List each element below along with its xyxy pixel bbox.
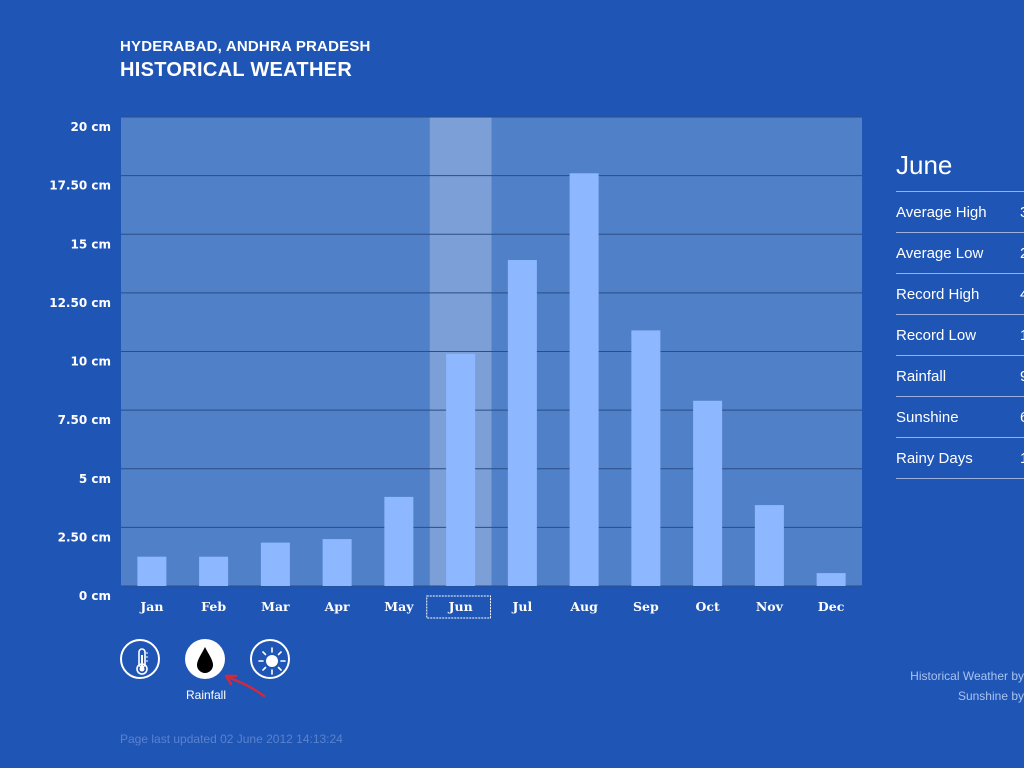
bar-jun[interactable] <box>446 353 476 586</box>
bar-nov[interactable] <box>754 505 784 586</box>
month-details-panel: June Average High 3 Average Low 2 Record Hig… <box>896 150 1024 479</box>
annotation-arrow <box>224 674 266 698</box>
detail-row: Average Low 2 <box>896 232 1024 273</box>
detail-value: 6 <box>1020 409 1024 426</box>
detail-value: 1 <box>1020 327 1024 344</box>
bar-sep[interactable] <box>631 330 661 586</box>
x-tick-oct[interactable]: Oct <box>695 599 719 614</box>
rainfall-chart: 0 cm 2.50 cm 5 cm 7.50 cm 10 cm 12.50 cm 15 cm… <box>49 116 862 619</box>
bar-feb[interactable] <box>199 556 229 586</box>
detail-row: Record Low 1 <box>896 314 1024 355</box>
bar-apr[interactable] <box>322 539 352 586</box>
last-updated-text: Page last updated 02 June 2012 14:13:24 <box>120 732 343 746</box>
x-tick-sep[interactable]: Sep <box>633 599 659 614</box>
details-month-title: June <box>896 150 953 180</box>
detail-value: 3 <box>1020 204 1024 221</box>
y-tick-label: 2.50 cm <box>58 530 111 544</box>
sun-icon <box>258 647 286 675</box>
raindrop-icon <box>197 647 213 673</box>
page-title: HISTORICAL WEATHER <box>120 59 353 81</box>
detail-value: 4 <box>1020 286 1024 303</box>
location-label: HYDERABAD, ANDHRA PRADESH <box>120 38 371 55</box>
y-tick-label: 17.50 cm <box>49 179 111 193</box>
x-tick-may[interactable]: May <box>384 599 414 614</box>
x-tick-jan[interactable]: Jan <box>139 599 163 614</box>
detail-value: 2 <box>1020 245 1024 262</box>
bar-jul[interactable] <box>507 260 537 586</box>
detail-label: Average High <box>896 203 987 221</box>
x-tick-mar[interactable]: Mar <box>261 599 290 614</box>
y-tick-label: 10 cm <box>71 355 112 369</box>
detail-row: Average High 3 <box>896 191 1024 232</box>
y-tick-label: 5 cm <box>79 472 111 486</box>
detail-label: Record Low <box>896 326 977 344</box>
detail-label: Rainy Days <box>896 449 973 467</box>
y-tick-label: 7.50 cm <box>58 413 111 427</box>
x-tick-jun[interactable]: Jun <box>448 599 473 614</box>
credits-line-sunshine: Sunshine by <box>957 689 1024 703</box>
thermometer-icon <box>136 648 148 675</box>
x-tick-jul[interactable]: Jul <box>511 599 532 614</box>
detail-value: 1 <box>1020 450 1024 467</box>
y-tick-label: 12.50 cm <box>49 296 111 310</box>
y-tick-label: 20 cm <box>71 120 112 134</box>
bar-may[interactable] <box>384 496 414 586</box>
bar-aug[interactable] <box>569 173 599 586</box>
detail-label: Average Low <box>896 244 984 262</box>
selected-month-focus <box>426 595 491 619</box>
x-tick-aug[interactable]: Aug <box>569 599 598 614</box>
detail-label: Sunshine <box>896 408 959 426</box>
rainfall-button-label: Rainfall <box>185 688 227 702</box>
sunshine-button[interactable] <box>250 639 290 679</box>
bar-dec[interactable] <box>816 573 846 586</box>
x-tick-apr[interactable]: Apr <box>324 599 350 614</box>
detail-row: Rainfall 9 <box>896 355 1024 396</box>
bar-jan[interactable] <box>137 556 167 586</box>
detail-row: Rainy Days 1 <box>896 437 1024 479</box>
bar-oct[interactable] <box>693 400 723 586</box>
y-tick-label: 15 cm <box>71 237 112 251</box>
x-tick-nov[interactable]: Nov <box>756 599 784 614</box>
page-header: HYDERABAD, ANDHRA PRADESH HISTORICAL WEA… <box>120 38 371 82</box>
detail-label: Rainfall <box>896 367 947 385</box>
y-tick-label: 0 cm <box>79 589 111 603</box>
x-tick-feb[interactable]: Feb <box>201 599 226 614</box>
detail-row: Record High 4 <box>896 273 1024 314</box>
credits: Historical Weather by Sunshine by <box>824 666 1024 706</box>
x-tick-dec[interactable]: Dec <box>818 599 845 614</box>
detail-value: 9 <box>1020 368 1024 385</box>
credits-line-weather: Historical Weather by <box>910 669 1024 683</box>
rainfall-button[interactable] <box>185 639 225 679</box>
temperature-button[interactable] <box>120 639 160 679</box>
bar-mar[interactable] <box>260 542 290 586</box>
detail-row: Sunshine 6 <box>896 396 1024 437</box>
detail-label: Record High <box>896 285 980 303</box>
